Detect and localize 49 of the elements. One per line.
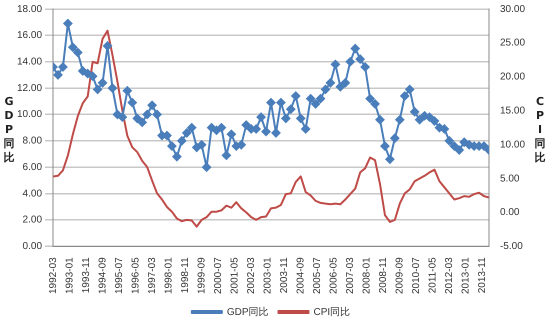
x-tick-label: 2001-05 [229, 256, 240, 294]
x-tick-label: 2013-11 [477, 256, 488, 294]
x-tick-label: 2007-03 [345, 256, 356, 294]
x-tick-label: 1995-07 [114, 256, 125, 294]
y2-tick-label: 5.00 [500, 173, 520, 184]
y-tick-label: 16.00 [16, 30, 42, 42]
x-tick-label: 2006-05 [328, 256, 340, 294]
y-tick-label: 10.00 [16, 109, 42, 120]
x-tick-label: 1993-01 [64, 256, 76, 294]
x-tick-label: 2011-05 [428, 256, 439, 294]
y-tick-label: 2.00 [22, 214, 42, 226]
y2-tick-label: 30.00 [500, 4, 526, 15]
x-tick-label: 2003-11 [278, 256, 290, 294]
x-tick-label: 1996-05 [130, 256, 142, 294]
x-tick-label: 1997-03 [146, 256, 158, 294]
x-tick-label: 2013-01 [460, 256, 472, 294]
x-tick-label: 2002-03 [246, 256, 257, 294]
y2-axis-title: CPI同比 [534, 95, 546, 165]
x-tick-label: 2008-01 [362, 256, 373, 294]
x-tick-label: 1992-03 [48, 256, 59, 294]
y2-tick-label: 20.00 [500, 72, 526, 83]
x-tick-label: 2012-03 [444, 256, 456, 294]
x-tick-label: 2010-07 [411, 256, 422, 294]
x-tick-label: 1993-11 [80, 256, 92, 294]
x-tick-label: 2003-01 [262, 256, 274, 294]
x-tick-label: 2008-11 [378, 256, 390, 294]
y2-tick-label: 0.00 [500, 207, 520, 218]
y-tick-label: 14.00 [16, 56, 42, 68]
y2-tick-label: 10.00 [500, 139, 526, 150]
y2-tick-label: -5.00 [500, 241, 524, 252]
y-tick-label: 8.00 [22, 136, 42, 147]
x-tick-label: 1998-11 [180, 256, 191, 294]
x-tick-label: 2009-09 [394, 256, 406, 294]
y-axis-title: GDP同比 [2, 95, 16, 165]
legend-label: CPI同比 [314, 306, 350, 318]
x-tick-label: 1994-09 [97, 256, 108, 294]
y2-tick-label: 15.00 [500, 105, 526, 116]
x-tick-label: 1998-01 [163, 256, 174, 294]
x-tick-label: 2005-07 [312, 256, 323, 294]
y-tick-label: 18.00 [16, 4, 42, 15]
y-tick-label: 0.00 [22, 241, 42, 252]
x-tick-label: 2004-09 [295, 256, 306, 294]
y-tick-label: 4.00 [22, 188, 42, 200]
legend-label: GDP同比 [226, 306, 268, 318]
x-tick-label: 1999-09 [196, 256, 208, 294]
y2-tick-label: 25.00 [500, 38, 526, 49]
y-tick-label: 12.00 [16, 82, 42, 94]
x-tick-label: 2000-07 [212, 256, 224, 294]
y-tick-label: 6.00 [22, 162, 42, 173]
